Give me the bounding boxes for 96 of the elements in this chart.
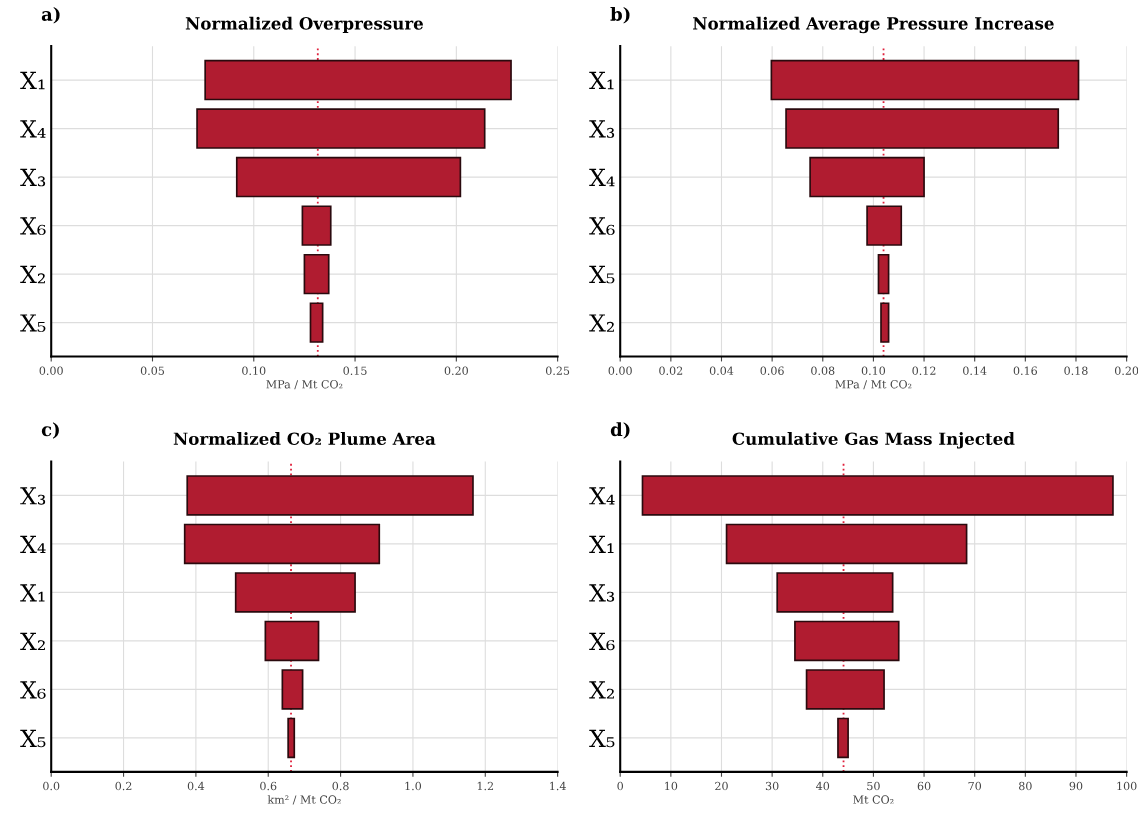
y-tick-label: X₄ — [589, 168, 615, 187]
y-tick-label: X₆ — [20, 217, 46, 235]
x-tick-label: 0.10 — [242, 366, 266, 375]
bar — [776, 572, 894, 613]
bar — [837, 717, 849, 759]
x-tick-label: 1.0 — [405, 781, 422, 791]
x-tick-label: 0.00 — [608, 366, 632, 375]
chart-title: Normalized CO₂ Plume Area — [173, 432, 436, 446]
x-axis-title: MPa / Mt CO₂ — [266, 380, 343, 390]
x-tick-label: 0.08 — [811, 366, 835, 375]
y-tick-label: X₆ — [20, 681, 46, 699]
x-tick-label: 20 — [715, 781, 728, 791]
x-tick-label: 10 — [665, 781, 678, 791]
y-tick-label: X₃ — [589, 584, 615, 602]
x-axis-title: MPa / Mt CO₂ — [835, 380, 912, 390]
x-tick-label: 1.4 — [550, 781, 566, 791]
x-tick-label: 90 — [1069, 781, 1083, 791]
bar — [641, 475, 1114, 516]
x-tick-label: 1.2 — [477, 781, 494, 791]
x-tick-label: 0.16 — [1013, 366, 1038, 375]
x-tick-label: 0.8 — [332, 781, 349, 791]
bar — [866, 205, 903, 246]
x-tick-label: 0.2 — [115, 781, 132, 791]
x-tick-label: 100 — [1117, 781, 1137, 791]
x-tick-label: 0.20 — [1114, 366, 1138, 375]
x-tick-label: 0.12 — [912, 366, 936, 375]
bar — [186, 475, 474, 516]
y-tick-label: X₂ — [589, 314, 614, 332]
y-tick-label: X₆ — [589, 632, 615, 651]
x-tick-label: 0.14 — [963, 366, 987, 375]
x-tick-label: 0.15 — [343, 366, 367, 375]
y-tick-label: X₂ — [20, 632, 45, 650]
bar — [809, 156, 925, 198]
x-tick-label: 60 — [917, 781, 931, 791]
y-tick-label: X₄ — [589, 487, 615, 505]
bar — [877, 253, 890, 295]
x-axis-title: km² / Mt CO₂ — [267, 795, 341, 805]
x-tick-label: 0.05 — [140, 366, 164, 375]
x-tick-label: 0.04 — [709, 366, 734, 375]
bar — [281, 669, 304, 710]
y-tick-label: X₁ — [20, 584, 45, 602]
y-tick-label: X₃ — [589, 120, 615, 138]
x-tick-label: 0.02 — [659, 366, 683, 375]
y-tick-label: X₂ — [20, 265, 45, 284]
x-tick-label: 0.25 — [545, 366, 570, 375]
bar — [794, 620, 900, 662]
chart-title: Normalized Overpressure — [185, 16, 423, 33]
y-tick-label: X₁ — [589, 535, 614, 553]
bar — [234, 572, 356, 613]
x-tick-label: 50 — [867, 781, 880, 791]
bar — [183, 523, 381, 565]
text: b) — [610, 6, 630, 24]
x-tick-label: 0.10 — [861, 366, 886, 375]
bar — [805, 669, 885, 710]
chart-title: Normalized Average Pressure Increase — [693, 16, 1054, 34]
bar — [770, 59, 1080, 101]
x-tick-label: 0 — [617, 781, 624, 791]
y-tick-label: X₄ — [20, 535, 46, 553]
y-tick-label: X₅ — [20, 314, 46, 332]
x-tick-label: 70 — [968, 781, 982, 791]
bar — [309, 302, 324, 343]
y-tick-label: X₅ — [20, 729, 46, 748]
x-tick-label: 80 — [1019, 781, 1032, 791]
bar — [785, 108, 1060, 149]
text: a) — [41, 6, 60, 24]
x-tick-label: 0.6 — [260, 781, 277, 791]
y-tick-label: X₅ — [589, 729, 615, 748]
chart-title: Cumulative Gas Mass Injected — [732, 432, 1015, 449]
y-tick-label: X₂ — [589, 681, 614, 699]
bar — [880, 302, 890, 343]
y-tick-label: X₃ — [20, 168, 46, 187]
bar — [303, 253, 330, 295]
y-tick-label: X₅ — [589, 265, 615, 284]
x-tick-label: 30 — [765, 781, 779, 791]
y-tick-label: X₁ — [589, 71, 614, 90]
x-tick-label: 40 — [816, 781, 830, 791]
x-tick-label: 0.06 — [760, 366, 784, 375]
x-tick-label: 0.20 — [444, 366, 468, 375]
text: c) — [41, 422, 59, 439]
bar — [204, 59, 512, 101]
text: d) — [610, 422, 630, 439]
y-tick-label: X₄ — [20, 120, 46, 138]
bar — [235, 156, 462, 198]
bar — [301, 205, 332, 246]
x-tick-label: 0.00 — [39, 366, 63, 375]
y-tick-label: X₆ — [589, 217, 615, 235]
bar — [725, 523, 968, 565]
x-tick-label: 0.0 — [43, 781, 60, 791]
y-tick-label: X₁ — [20, 71, 45, 90]
bar — [196, 108, 486, 149]
bar — [264, 620, 320, 662]
y-tick-label: X₃ — [20, 487, 46, 505]
x-tick-label: 0.4 — [187, 781, 205, 791]
x-axis-title: Mt CO₂ — [853, 795, 894, 804]
bar — [287, 717, 296, 759]
x-tick-label: 0.18 — [1064, 366, 1088, 375]
